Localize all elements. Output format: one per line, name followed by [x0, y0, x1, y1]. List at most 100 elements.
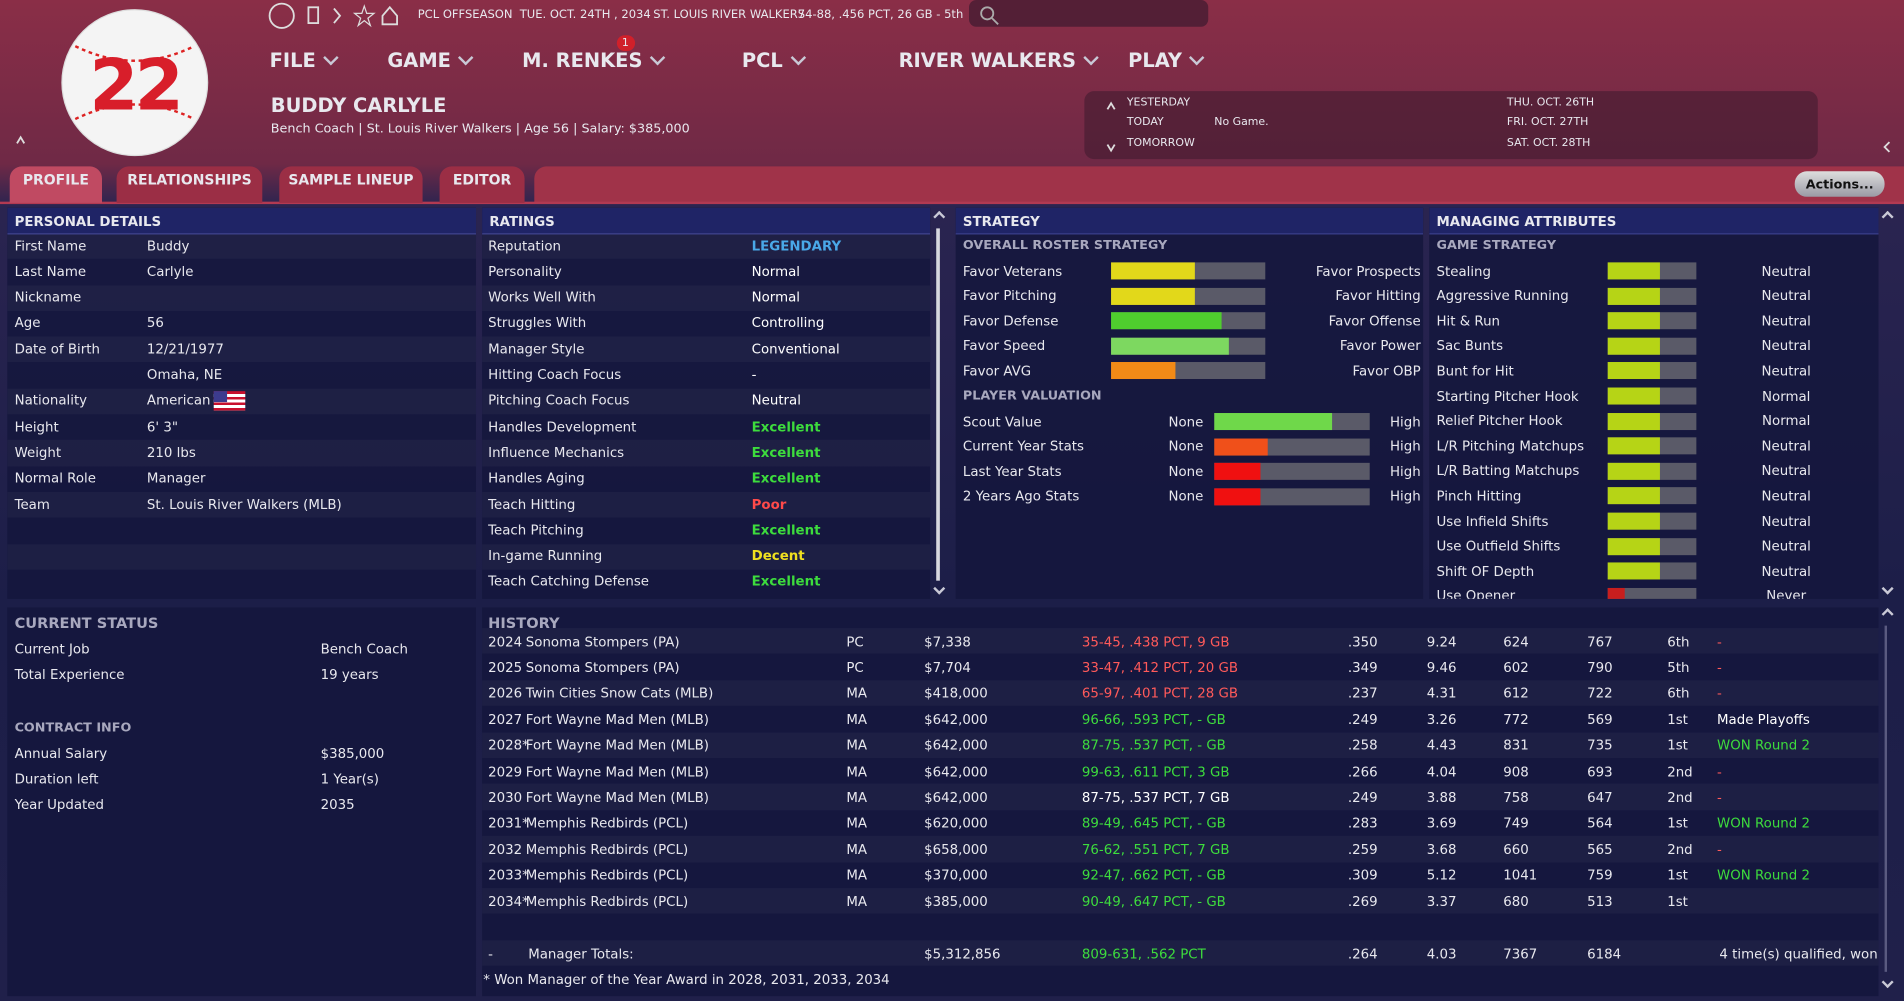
totals-cell: 809-631, .562 PCT: [1081, 945, 1206, 962]
tab-label[interactable]: RELATIONSHIPS: [127, 171, 252, 189]
rating-value: Excellent: [751, 522, 821, 538]
history-cell: 722: [1587, 685, 1613, 702]
actions-button[interactable]: [1794, 171, 1885, 197]
menu-item[interactable]: M. RENKES: [522, 48, 643, 72]
attribute-label: Starting Pitcher Hook: [1436, 388, 1579, 404]
tab[interactable]: [9, 166, 103, 203]
history-cell: Memphis Redbirds (PCL): [525, 893, 689, 910]
history-cell: 4.43: [1426, 737, 1457, 754]
scroll-arrow[interactable]: [1881, 608, 1894, 621]
attribute-value: Normal: [1762, 413, 1811, 429]
back-icon[interactable]: [268, 2, 295, 29]
history-cell: 6th: [1667, 685, 1690, 702]
star-icon[interactable]: [352, 4, 376, 28]
totals-cell: 6184: [1587, 945, 1622, 962]
history-cell: MA: [846, 815, 868, 832]
scroll-arrow[interactable]: [933, 210, 946, 223]
history-cell: 831: [1503, 737, 1529, 754]
history-cell: 92-47, .662 PCT, - GB: [1081, 867, 1226, 884]
up-arrow[interactable]: [1106, 101, 1116, 110]
tab[interactable]: [279, 166, 423, 203]
history-cell: 4.31: [1426, 685, 1457, 702]
rating-value: Neutral: [751, 392, 801, 409]
rating-label: Handles Aging: [488, 470, 585, 487]
attribute-value: Normal: [1762, 388, 1811, 404]
rating-label: Struggles With: [488, 315, 587, 331]
tab[interactable]: [116, 166, 263, 203]
history-cell: MA: [846, 685, 868, 702]
valuation-label: Current Year Stats: [962, 438, 1084, 455]
field-value: Manager: [146, 470, 206, 487]
field-label: Nationality: [14, 392, 88, 409]
schedule-day: TOMORROW: [1126, 136, 1195, 149]
attribute-label: Use Infield Shifts: [1436, 513, 1549, 530]
attribute-value: Never: [1766, 588, 1807, 599]
valuation-high: High: [1390, 463, 1421, 480]
history-cell: 5th: [1667, 659, 1690, 676]
history-cell: 2033*: [488, 867, 529, 884]
strategy-right: Favor Hitting: [1335, 288, 1421, 304]
forward-icon[interactable]: [333, 7, 342, 24]
valuation-high: High: [1390, 488, 1421, 505]
field-value: 56: [146, 315, 164, 331]
valuation-label: 2 Years Ago Stats: [962, 488, 1080, 505]
rating-label: Influence Mechanics: [488, 444, 625, 461]
tab[interactable]: [439, 166, 525, 203]
schedule-date: SAT. OCT. 28TH: [1506, 136, 1591, 149]
search-box[interactable]: [969, 0, 1209, 27]
tab-strip: [534, 166, 1904, 203]
down-arrow[interactable]: [1106, 144, 1116, 153]
history-cell: MA: [846, 789, 868, 806]
totals-cell: $5,312,856: [924, 945, 1001, 962]
bar-fill: [1607, 337, 1661, 355]
rating-label: Manager Style: [488, 340, 585, 357]
field-label: Team: [14, 496, 50, 513]
field-label: Annual Salary: [14, 745, 108, 762]
menu-item[interactable]: PLAY: [1128, 48, 1182, 72]
history-cell: .350: [1347, 633, 1378, 650]
rating-label: Pitching Coach Focus: [488, 392, 630, 409]
history-cell: 2026: [488, 685, 523, 702]
menu-item[interactable]: RIVER WALKERS: [898, 48, 1077, 72]
history-cell: 564: [1587, 815, 1613, 832]
home-icon[interactable]: [381, 5, 398, 26]
menu-item[interactable]: PCL: [741, 48, 783, 72]
menu-item[interactable]: FILE: [269, 48, 316, 72]
menu-item[interactable]: GAME: [387, 48, 451, 72]
scroll-arrow[interactable]: [1881, 976, 1894, 989]
panel-title: STRATEGY: [962, 213, 1040, 229]
history-cell: .266: [1347, 763, 1378, 780]
history-cell: $642,000: [924, 737, 988, 754]
actions-label[interactable]: Actions...: [1805, 177, 1874, 192]
scrollbar[interactable]: [936, 228, 940, 581]
field-label: Year Updated: [14, 797, 104, 813]
history-cell: 2029: [488, 763, 523, 780]
history-cell: MA: [846, 867, 868, 884]
history-cell: 1st: [1667, 893, 1688, 910]
tab-label[interactable]: EDITOR: [452, 171, 512, 189]
attribute-label: L/R Pitching Matchups: [1436, 438, 1585, 454]
scrollbar[interactable]: [1884, 625, 1888, 972]
scroll-arrow[interactable]: [1881, 582, 1894, 595]
history-cell: 96-66, .593 PCT, - GB: [1081, 711, 1226, 728]
tab-label[interactable]: SAMPLE LINEUP: [288, 171, 414, 189]
history-cell: $7,704: [924, 659, 971, 676]
attribute-label: Use Opener: [1436, 588, 1516, 599]
tab-label[interactable]: PROFILE: [22, 171, 89, 189]
totals-cell: .264: [1347, 945, 1378, 962]
history-cell: 513: [1587, 893, 1613, 910]
status-text: PCL OFFSEASON: [417, 8, 513, 23]
page-icon[interactable]: [307, 6, 320, 24]
attribute-label: Relief Pitcher Hook: [1436, 413, 1563, 429]
bar-fill: [1607, 412, 1661, 430]
history-cell: 908: [1503, 763, 1529, 780]
scroll-arrow[interactable]: [933, 582, 946, 595]
history-cell: 1st: [1667, 737, 1688, 754]
collapse-icon[interactable]: [1883, 141, 1891, 153]
person-nav[interactable]: [16, 135, 26, 144]
bar-fill: [1607, 312, 1661, 330]
scroll-arrow[interactable]: [1881, 210, 1894, 223]
history-cell: 790: [1587, 659, 1613, 676]
status-text: TUE. OCT. 24TH , 2034: [519, 8, 651, 23]
history-cell: Made Playoffs: [1717, 711, 1810, 728]
